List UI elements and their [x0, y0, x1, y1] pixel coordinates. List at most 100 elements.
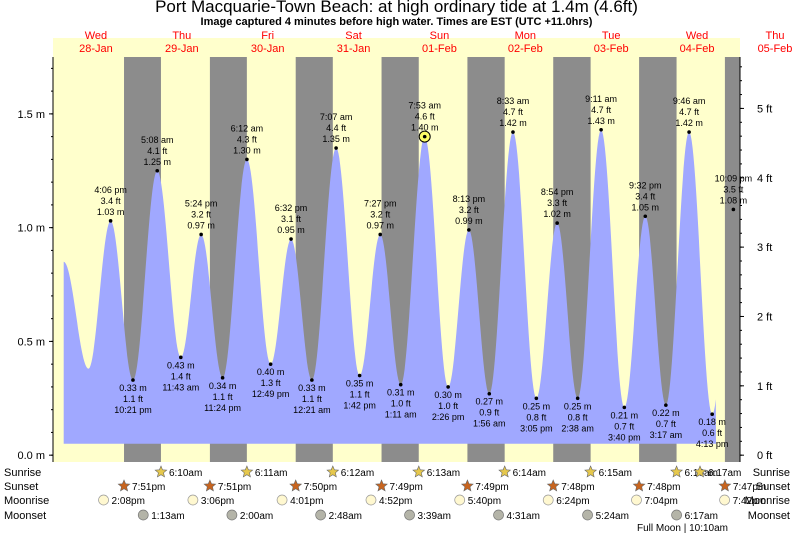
- tide-time-label: 5:24 pm: [185, 198, 218, 208]
- tide-point: [687, 130, 691, 134]
- tide-ft-label: 4.7 ft: [591, 105, 612, 115]
- tide-ft-label: 4.7 ft: [503, 107, 524, 117]
- sunset-time-label: 7:47pm: [733, 482, 766, 493]
- tide-m-label: 0.34 m: [209, 381, 237, 391]
- tide-m-label: 0.31 m: [387, 388, 415, 398]
- tide-m-label: 1.43 m: [587, 116, 615, 126]
- moonset-time-label: 2:00am: [240, 511, 273, 522]
- tide-ft-label: 4.7 ft: [679, 107, 700, 117]
- tide-time-label: 9:32 pm: [629, 180, 662, 190]
- tide-point: [268, 362, 273, 366]
- tide-ft-label: 1.0 ft: [391, 399, 412, 409]
- tide-m-label: 0.18 m: [698, 417, 726, 427]
- sunrise-icon: [240, 465, 254, 478]
- tide-ft-label: 3.2 ft: [370, 209, 391, 219]
- moonrise-time-label: 7:42pm: [733, 496, 766, 507]
- tide-m-label: 1.30 m: [233, 145, 261, 155]
- tide-m-label: 1.42 m: [499, 118, 527, 128]
- moonset-time-label: 1:13am: [151, 511, 184, 522]
- tide-time-label: 12:21 am: [293, 405, 331, 415]
- sunrise-icon: [412, 465, 426, 478]
- sunset-time-label: 7:51pm: [132, 482, 165, 493]
- tide-m-label: 0.43 m: [167, 360, 195, 370]
- left-tick-label: 0.5 m: [17, 336, 45, 348]
- tide-point: [487, 391, 492, 396]
- date-label: 28-Jan: [79, 43, 113, 55]
- tide-time-label: 1:11 am: [385, 410, 417, 420]
- tide-time-label: 8:33 am: [497, 96, 530, 106]
- tide-m-label: 0.22 m: [652, 408, 680, 418]
- date-label: 30-Jan: [251, 43, 285, 55]
- date-label: 04-Feb: [680, 43, 715, 55]
- tide-time-label: 10:09 pm: [715, 173, 753, 183]
- tide-point: [511, 130, 515, 134]
- sunrise-icon: [154, 465, 168, 478]
- day-of-week-label: Thu: [172, 30, 191, 42]
- moonrise-icon: [631, 494, 642, 506]
- moonset-time-label: 5:24am: [596, 511, 629, 522]
- sunrise-time-label: 6:11am: [255, 468, 288, 479]
- tide-m-label: 1.03 m: [97, 207, 125, 217]
- tide-point: [289, 237, 293, 241]
- moonset-icon: [493, 509, 504, 521]
- tide-point: [334, 146, 338, 150]
- tide-point: [467, 228, 471, 232]
- sunset-icon: [546, 479, 560, 492]
- sunrise-time-label: 6:14am: [513, 468, 546, 479]
- day-of-week-label: Thu: [766, 30, 785, 42]
- tide-ft-label: 1.1 ft: [213, 392, 234, 402]
- tide-time-label: 3:05 pm: [520, 423, 553, 433]
- sunrise-icon: [498, 465, 512, 478]
- tide-m-label: 0.33 m: [298, 383, 326, 393]
- tide-point: [310, 378, 314, 382]
- tide-ft-label: 1.1 ft: [302, 394, 323, 404]
- tide-m-label: 0.21 m: [611, 410, 639, 420]
- sunset-icon: [718, 479, 732, 492]
- astro-row-label-left: Sunset: [4, 481, 38, 493]
- tide-time-label: 9:11 am: [585, 94, 617, 104]
- tide-point: [555, 221, 559, 225]
- tide-m-label: 0.35 m: [346, 379, 374, 389]
- tide-m-label: 0.97 m: [366, 220, 394, 230]
- moonset-icon: [404, 509, 415, 521]
- tide-time-label: 1:56 am: [473, 419, 506, 429]
- day-of-week-label: Fri: [261, 30, 274, 42]
- astro-row-label-right: Moonset: [748, 510, 790, 522]
- sunset-icon: [460, 479, 474, 492]
- sunset-time-label: 7:49pm: [390, 482, 423, 493]
- tide-ft-label: 1.1 ft: [123, 394, 144, 404]
- sunrise-time-label: 6:13am: [427, 468, 460, 479]
- tide-point: [155, 168, 160, 173]
- tide-m-label: 1.42 m: [675, 118, 703, 128]
- tide-m-label: 1.05 m: [632, 202, 660, 212]
- chart-subtitle: Image captured 4 minutes before high wat…: [200, 16, 593, 28]
- tide-time-label: 1:42 pm: [343, 401, 376, 411]
- tide-ft-label: 3.4 ft: [635, 191, 656, 201]
- tide-point: [622, 405, 627, 410]
- tide-ft-label: 3.2 ft: [191, 209, 212, 219]
- moonrise-icon: [98, 494, 109, 506]
- tide-time-label: 2:38 am: [561, 423, 594, 433]
- moonrise-icon: [276, 494, 288, 506]
- sunrise-time-label: 6:15am: [599, 468, 632, 479]
- tide-m-label: 0.99 m: [455, 216, 483, 226]
- tide-time-label: 10:21 pm: [114, 405, 152, 415]
- astro-row-label-left: Moonset: [4, 510, 46, 522]
- tide-m-label: 0.33 m: [119, 383, 147, 393]
- day-of-week-label: Wed: [85, 30, 107, 42]
- sunset-icon: [203, 479, 217, 492]
- moonset-time-label: 4:31am: [507, 511, 540, 522]
- tide-ft-label: 0.6 ft: [702, 428, 723, 438]
- chart-title: Port Macquarie-Town Beach: at high ordin…: [155, 0, 638, 16]
- sunrise-time-label: 6:12am: [341, 468, 374, 479]
- date-label: 02-Feb: [508, 43, 543, 55]
- astro-row-label-left: Sunrise: [4, 467, 41, 479]
- tide-point: [108, 219, 113, 223]
- tide-time-label: 8:54 pm: [541, 187, 574, 197]
- tide-ft-label: 0.7 ft: [656, 419, 677, 429]
- tide-point: [731, 207, 736, 212]
- sunrise-icon: [584, 465, 598, 478]
- tide-ft-label: 4.4 ft: [326, 123, 347, 133]
